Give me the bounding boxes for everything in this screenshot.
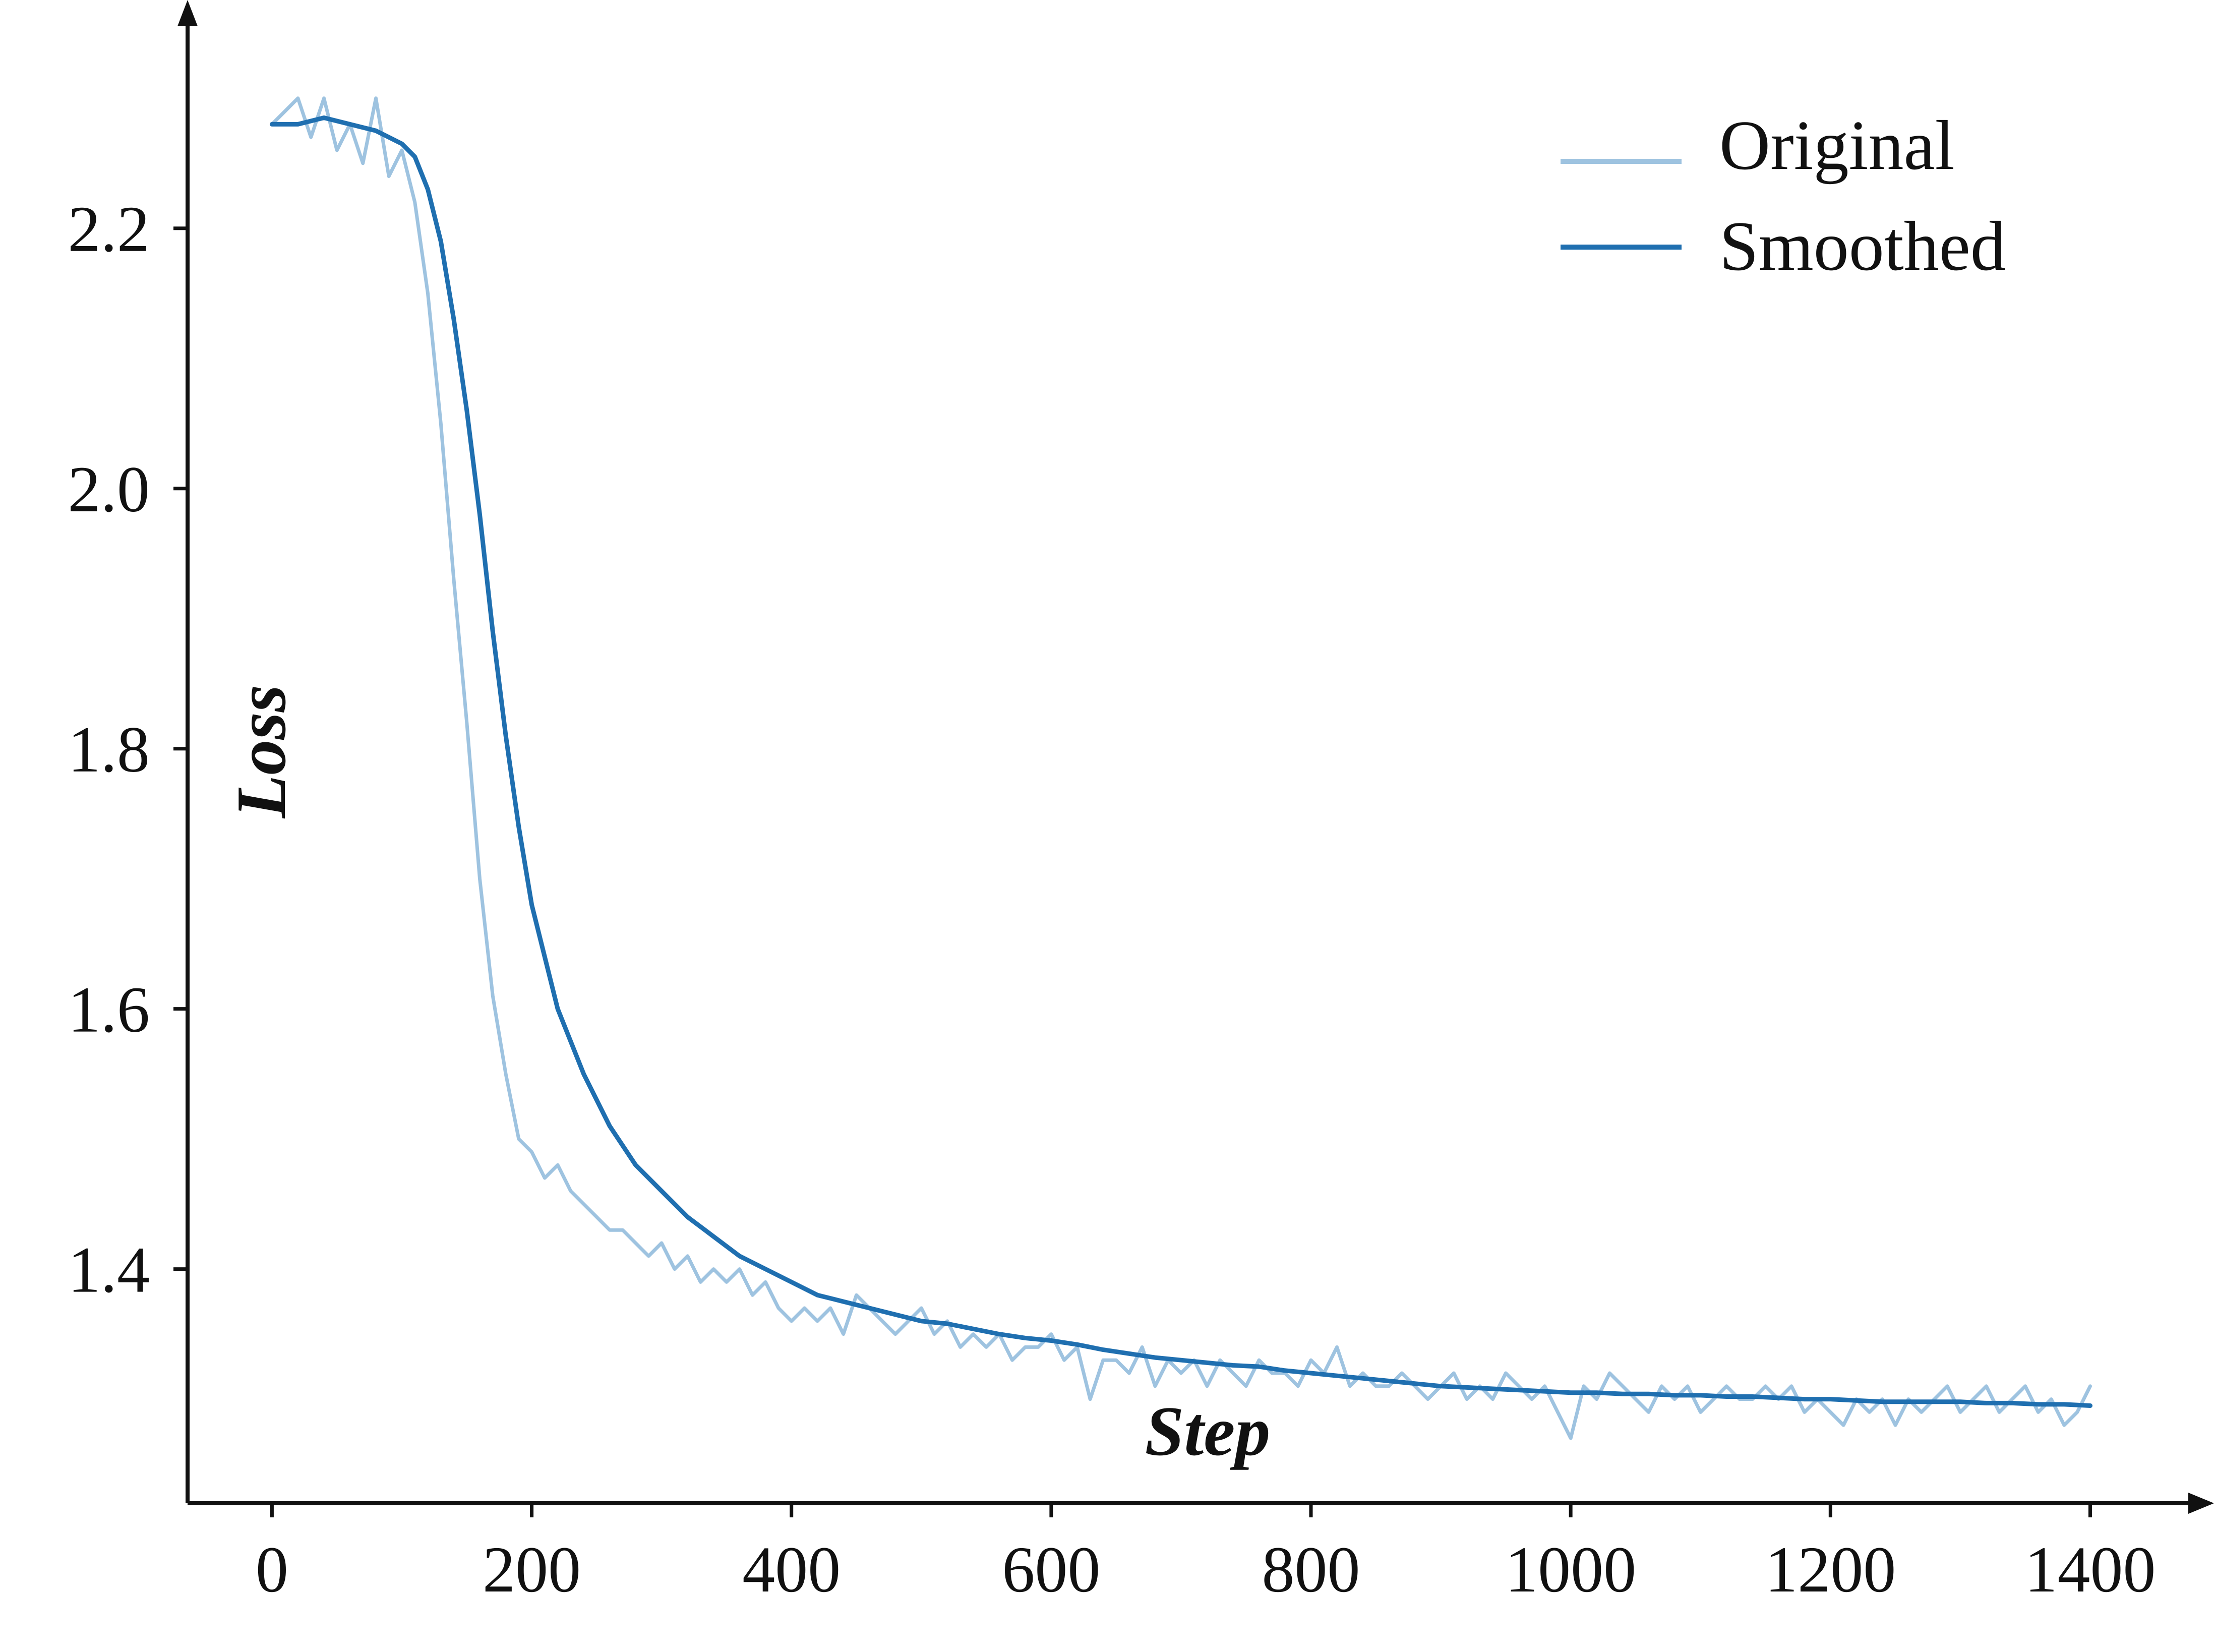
ticks: 0 200 400 600 800 1000 1200 1400 1.4 1.6 1.8 2.0 2.2 xyxy=(68,193,2156,1606)
legend-label-smoothed: Smoothed xyxy=(1719,207,2006,285)
x-tick-label: 1200 xyxy=(1765,1533,1896,1606)
x-tick-label: 600 xyxy=(1002,1533,1100,1606)
y-axis-title: Loss xyxy=(222,685,301,819)
y-tick-label: 1.8 xyxy=(68,714,150,786)
x-tick-label: 200 xyxy=(483,1533,581,1606)
x-tick-label: 1400 xyxy=(2024,1533,2156,1606)
legend-label-original: Original xyxy=(1719,106,1955,185)
series-line-smoothed xyxy=(269,115,2092,1408)
series-line-original xyxy=(270,96,2092,1440)
y-axis-arrow-icon xyxy=(177,0,198,26)
x-tick-label: 400 xyxy=(742,1533,841,1606)
y-tick-label: 1.4 xyxy=(68,1234,150,1307)
x-axis-arrow-icon xyxy=(2188,1493,2214,1514)
plot-area xyxy=(269,96,2092,1440)
x-tick-label: 1000 xyxy=(1505,1533,1636,1606)
y-tick-label: 1.6 xyxy=(68,974,150,1046)
y-tick-label: 2.0 xyxy=(68,453,150,526)
legend: Original Smoothed xyxy=(1561,106,2006,285)
x-tick-label: 800 xyxy=(1262,1533,1360,1606)
axes xyxy=(177,0,2214,1514)
x-tick-label: 0 xyxy=(256,1533,288,1606)
y-tick-label: 2.2 xyxy=(68,193,150,266)
x-axis-title: Step xyxy=(1145,1392,1271,1470)
